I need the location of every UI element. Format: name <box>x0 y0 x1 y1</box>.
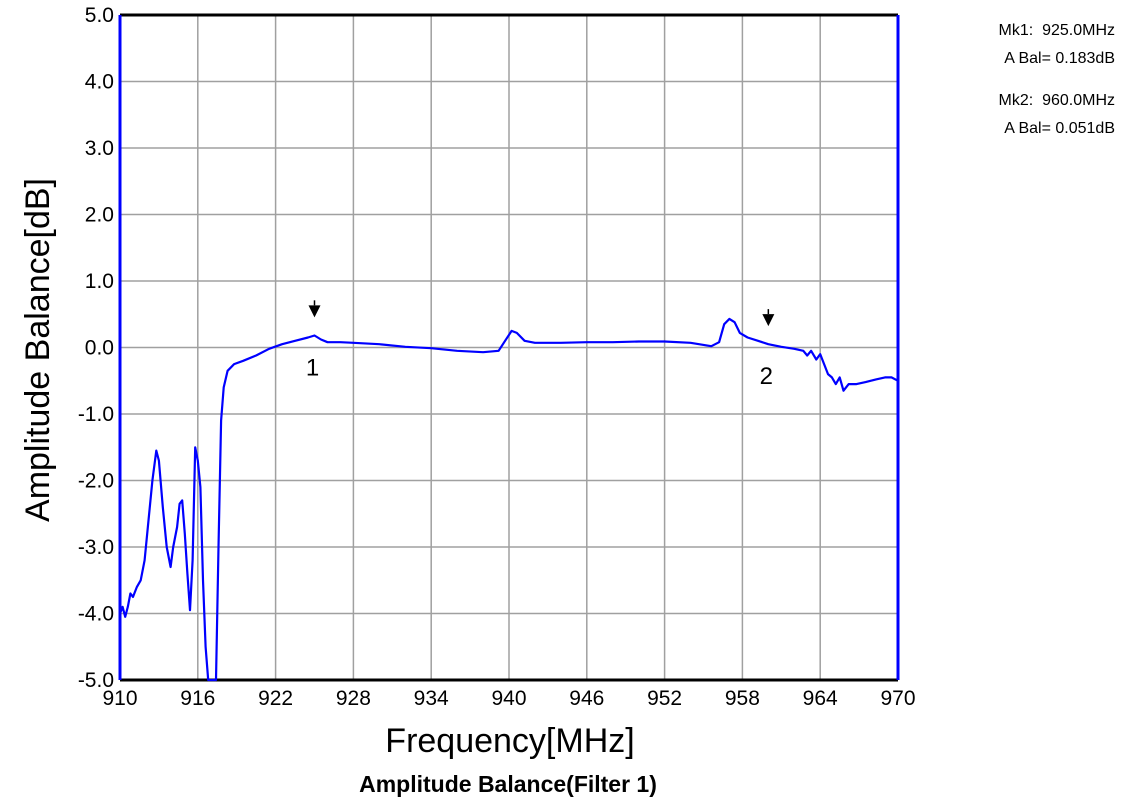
series-layer <box>118 317 899 682</box>
marker-1-triangle <box>308 305 321 318</box>
marker-2-triangle <box>762 314 775 327</box>
x-tick-label: 970 <box>880 687 915 710</box>
plot-frame <box>118 13 900 682</box>
x-tick-label: 910 <box>102 687 137 710</box>
grid <box>120 15 898 680</box>
y-tick-label: -4.0 <box>78 603 114 626</box>
y-tick-label: -5.0 <box>78 669 114 692</box>
x-tick-label: 946 <box>569 687 604 710</box>
x-tick-label: 958 <box>725 687 760 710</box>
marker-2-label: 2 <box>760 363 773 390</box>
x-axis-label: Frequency[MHz] <box>385 722 634 760</box>
y-tick-label: 2.0 <box>85 204 114 227</box>
marker-readout-2: Mk2: 960.0MHz A Bal= 0.051dB <box>999 92 1115 137</box>
marker-readout-2-line1: Mk2: 960.0MHz <box>999 92 1115 109</box>
marker-readout-2-line2: A Bal= 0.051dB <box>1004 120 1115 137</box>
x-tick-label: 922 <box>258 687 293 710</box>
y-tick-label: 0.0 <box>85 337 114 360</box>
x-tick-label: 934 <box>414 687 449 710</box>
marker-readout-1-line2: A Bal= 0.183dB <box>1004 50 1115 67</box>
y-tick-label: 4.0 <box>85 71 114 94</box>
y-tick-label: 1.0 <box>85 270 114 293</box>
y-tick-label: -3.0 <box>78 536 114 559</box>
marker-1-label: 1 <box>306 354 319 381</box>
marker-readout-1: Mk1: 925.0MHz A Bal= 0.183dB <box>999 22 1115 67</box>
x-tick-label: 952 <box>647 687 682 710</box>
series-line <box>118 317 899 682</box>
y-tick-label: 5.0 <box>85 4 114 27</box>
x-tick-label: 916 <box>180 687 215 710</box>
x-tick-label: 928 <box>336 687 371 710</box>
x-tick-label: 964 <box>803 687 838 710</box>
marker-readout-1-line1: Mk1: 925.0MHz <box>999 22 1115 39</box>
y-axis-label: Amplitude Balance[dB] <box>19 178 57 522</box>
chart-title: Amplitude Balance(Filter 1) <box>359 771 657 797</box>
x-tick-label: 940 <box>491 687 526 710</box>
y-tick-label: -1.0 <box>78 403 114 426</box>
y-tick-label: 3.0 <box>85 137 114 160</box>
tick-labels: 910 916 922 928 934 940 946 952 958 964 970 5.0 4.0 3… <box>78 4 916 710</box>
y-tick-label: -2.0 <box>78 470 114 493</box>
